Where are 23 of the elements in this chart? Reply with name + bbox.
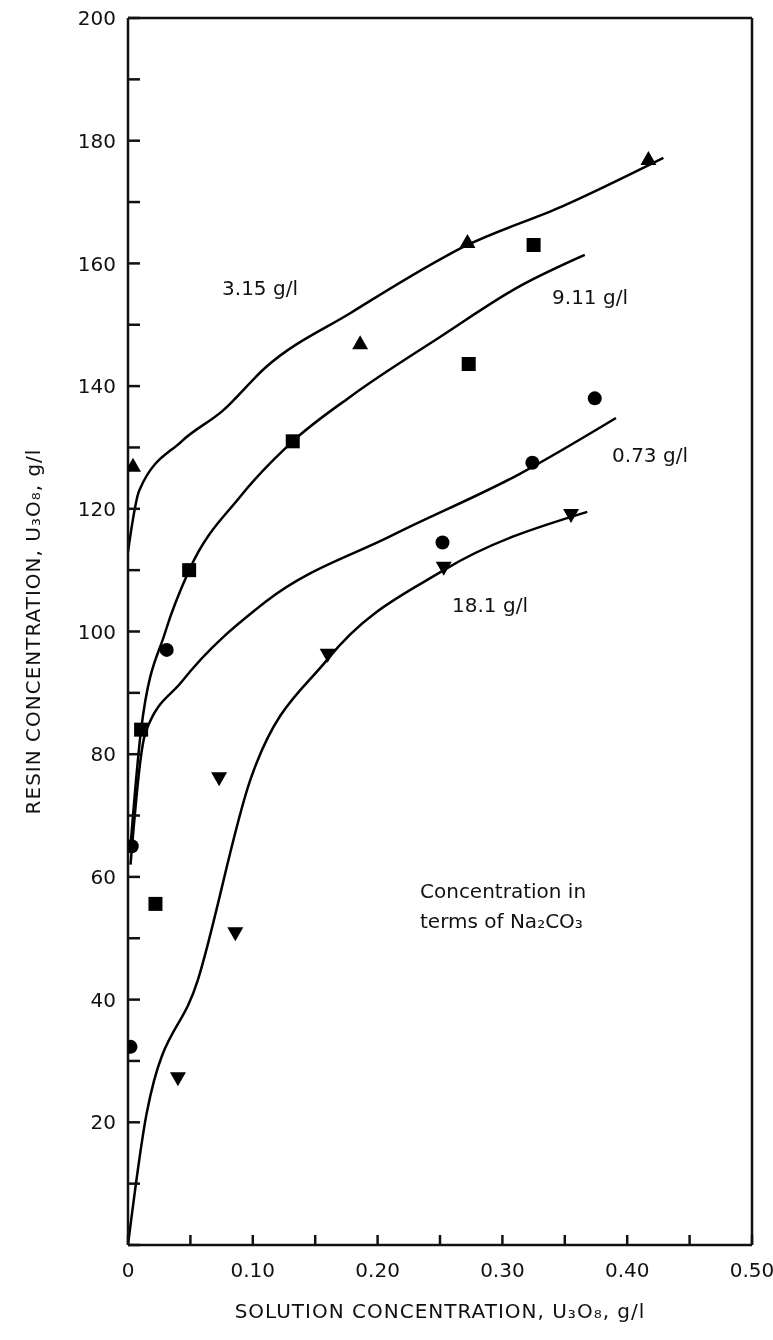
x-tick-label: 0.10 [230,1258,276,1283]
y-tick-label: 120 [77,496,116,521]
y-tick-label: 200 [77,6,116,31]
annotation: Concentration in terms of Na₂CO₃ [420,878,588,935]
x-axis-title: SOLUTION CONCENTRATION, U₃O₈, g/l [234,1299,646,1323]
x-tick-label: 0.40 [604,1258,650,1283]
y-axis-title: RESIN CONCENTRATION, U₃O₈, g/l [21,448,46,815]
y-tick-label: 180 [77,128,116,153]
y-tick-label: 100 [77,619,116,644]
y-tick-label: 80 [90,742,116,767]
annotation: 9.11 g/l [552,285,628,309]
x-tick-label: 0 [121,1258,135,1283]
y-tick-label: 60 [90,865,116,889]
annotation: 0.73 g/l [612,443,688,467]
annotation: 18.1 g/l [452,593,528,617]
x-tick-label: 0.30 [480,1258,525,1283]
annotation: 3.15 g/l [222,276,298,300]
x-tick-label: 0.20 [355,1258,400,1283]
x-tick-label: 0.50 [729,1258,773,1283]
y-tick-label: 140 [77,374,116,399]
y-tick-label: 40 [90,987,116,1012]
y-tick-label: 160 [77,251,116,276]
y-tick-label: 20 [90,1110,116,1135]
